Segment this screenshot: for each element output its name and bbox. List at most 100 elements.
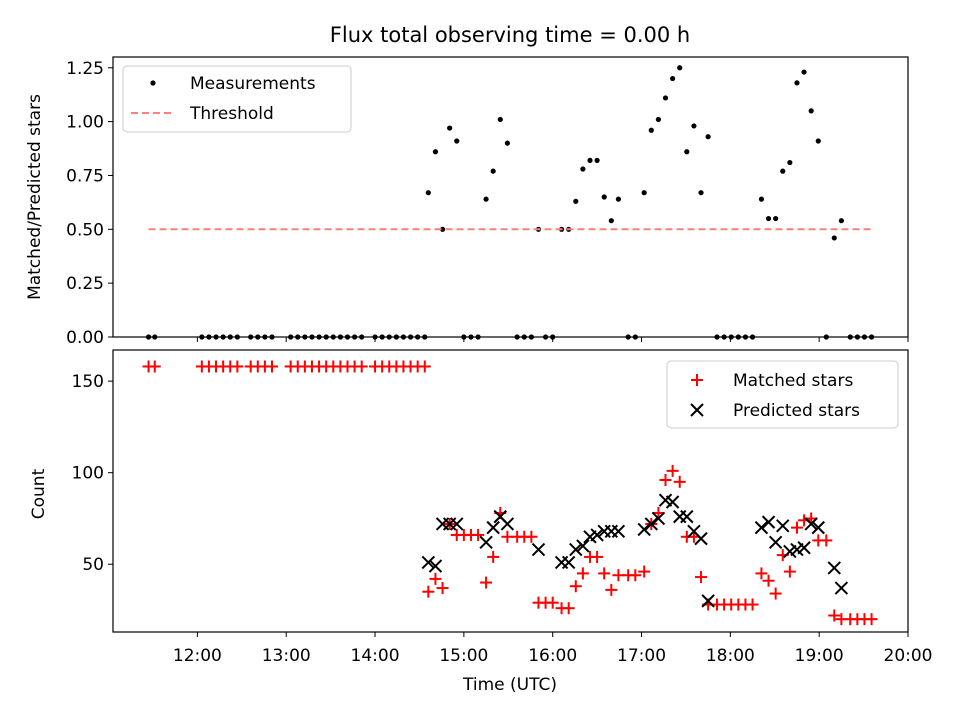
- measurements-point: [387, 334, 392, 339]
- measurements-point: [331, 334, 336, 339]
- matched-stars-point: [487, 551, 499, 563]
- bottom-x-tick-label: 16:00: [528, 646, 577, 666]
- top-y-axis-label: Matched/Predicted stars: [25, 94, 45, 300]
- measurements-point: [372, 334, 377, 339]
- predicted-stars-point: [770, 536, 782, 548]
- measurements-point: [848, 334, 853, 339]
- legend-measurements-marker: [150, 80, 155, 85]
- measurements-point: [609, 218, 614, 223]
- measurements-point: [447, 125, 452, 130]
- matched-stars-point: [525, 531, 537, 543]
- predicted-stars-point: [532, 544, 544, 556]
- measurements-point: [801, 69, 806, 74]
- measurements-point: [206, 334, 211, 339]
- chart-title: Flux total observing time = 0.00 h: [330, 23, 690, 47]
- bottom-y-tick-label: 150: [72, 372, 104, 392]
- top-y-tick-label: 0.25: [66, 274, 104, 294]
- matched-stars-point: [570, 580, 582, 592]
- measurements-point: [573, 199, 578, 204]
- measurements-point: [595, 158, 600, 163]
- matched-stars-point: [784, 566, 796, 578]
- measurements-point: [773, 216, 778, 221]
- measurements-point: [316, 334, 321, 339]
- measurements-point: [616, 197, 621, 202]
- measurements-point: [626, 334, 631, 339]
- top-y-tick-label: 0.00: [66, 328, 104, 348]
- measurements-point: [152, 334, 157, 339]
- measurements-point: [498, 117, 503, 122]
- measurements-point: [345, 334, 350, 339]
- measurements-point: [677, 65, 682, 70]
- measurements-point: [656, 117, 661, 122]
- matched-stars-point: [770, 588, 782, 600]
- figure: Flux total observing time = 0.00 h 0.00 0…: [0, 0, 960, 720]
- measurements-point: [483, 197, 488, 202]
- predicted-stars-point: [777, 520, 789, 532]
- matched-stars-point: [149, 360, 161, 372]
- measurements-point: [602, 194, 607, 199]
- measurements-point: [780, 169, 785, 174]
- measurements-point: [380, 334, 385, 339]
- bottom-legend: Matched stars Predicted stars: [667, 361, 898, 428]
- bottom-x-tick-label: 12:00: [173, 646, 222, 666]
- matched-stars-point: [667, 465, 679, 477]
- matched-stars-point: [598, 567, 610, 579]
- measurements-point: [794, 80, 799, 85]
- measurements-point: [714, 334, 719, 339]
- measurements-point: [338, 334, 343, 339]
- predicted-stars-point: [563, 556, 575, 568]
- measurements-point: [750, 334, 755, 339]
- measurements-point: [816, 138, 821, 143]
- measurements-point: [515, 334, 520, 339]
- matched-stars-point: [577, 567, 589, 579]
- top-y-tick-label: 1.25: [66, 59, 104, 79]
- top-y-tick-label: 0.75: [66, 166, 104, 186]
- measurements-point: [359, 334, 364, 339]
- measurements-point: [324, 334, 329, 339]
- measurements-point: [862, 334, 867, 339]
- legend-predicted-label: Predicted stars: [733, 401, 860, 421]
- bottom-x-tick-label: 19:00: [795, 646, 844, 666]
- measurements-point: [522, 334, 527, 339]
- legend-measurements-label: Measurements: [190, 74, 316, 94]
- bottom-x-axis: 12:00 13:00 14:00 15:00 16:00 17:00 18:00 19:00…: [173, 632, 933, 666]
- measurements-point: [288, 334, 293, 339]
- matched-stars-point: [429, 573, 441, 585]
- measurements-point: [855, 334, 860, 339]
- predicted-stars-point: [681, 511, 693, 523]
- matched-stars-point: [674, 476, 686, 488]
- measurements-point: [235, 334, 240, 339]
- matched-stars-point: [356, 360, 368, 372]
- measurements-point: [415, 334, 420, 339]
- measurements-point: [759, 197, 764, 202]
- measurements-point: [422, 334, 427, 339]
- measurements-point: [475, 334, 480, 339]
- measurements-point: [809, 108, 814, 113]
- measurements-point: [869, 334, 874, 339]
- measurements-point: [736, 334, 741, 339]
- predicted-stars-point: [612, 525, 624, 537]
- matched-stars-point: [755, 567, 767, 579]
- matched-stars-point: [547, 597, 559, 609]
- bottom-y-axis-label: Count: [29, 468, 49, 519]
- measurements-point: [698, 190, 703, 195]
- bottom-x-tick-label: 14:00: [351, 646, 400, 666]
- matched-stars-point: [605, 584, 617, 596]
- measurements-point: [454, 138, 459, 143]
- measurements-point: [743, 334, 748, 339]
- matched-stars-point: [266, 360, 278, 372]
- bottom-x-tick-label: 13:00: [262, 646, 311, 666]
- legend-matched-label: Matched stars: [733, 371, 853, 391]
- measurements-point: [401, 334, 406, 339]
- measurements-point: [468, 334, 473, 339]
- measurements-point: [302, 334, 307, 339]
- measurements-point: [433, 149, 438, 154]
- predicted-stars-point: [755, 522, 767, 534]
- measurements-point: [543, 334, 548, 339]
- measurements-point: [824, 334, 829, 339]
- bottom-x-tick-label: 17:00: [617, 646, 666, 666]
- predicted-stars-point: [763, 516, 775, 528]
- matched-stars-point: [591, 551, 603, 563]
- legend-threshold-label: Threshold: [189, 104, 274, 124]
- bottom-y-tick-label: 50: [82, 555, 104, 575]
